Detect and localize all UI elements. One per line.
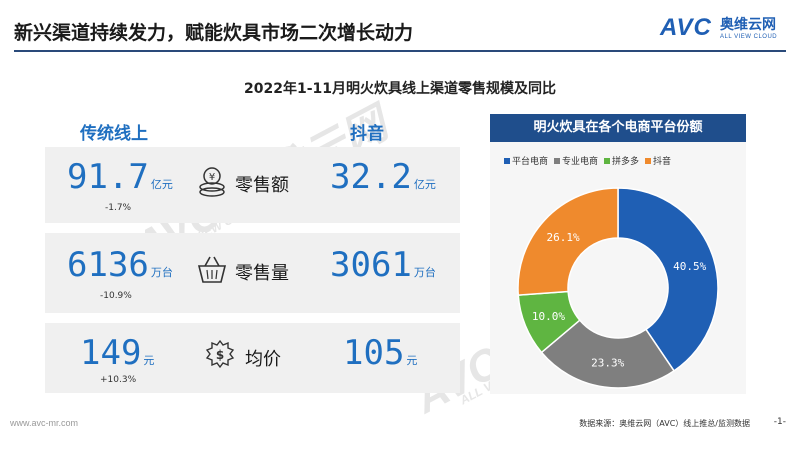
- pie-slice-1: [540, 319, 676, 389]
- basket-icon: [197, 256, 227, 283]
- legend-label: 平台电商: [512, 157, 549, 167]
- coins-icon: ¥: [199, 167, 225, 197]
- metric-label-retail-sales: 零售额: [235, 175, 289, 196]
- unit-label: 元: [406, 354, 418, 367]
- traditional-volume-value: 6136 万台: [67, 245, 173, 285]
- footer-data-source: 数据来源：奥维云网（AVC）线上推总/监测数据: [579, 419, 750, 428]
- page-title: 新兴渠道持续发力，赋能炊具市场二次增长动力: [14, 22, 414, 44]
- logo-chinese-name: 奥维云网: [720, 17, 776, 33]
- metric-label-retail-volume: 零售量: [235, 263, 289, 284]
- donut-chart: 40.5% 23.3% 10.0% 26.1%: [517, 187, 719, 389]
- legend-label: 专业电商: [562, 157, 599, 167]
- svg-text:¥: ¥: [209, 172, 215, 183]
- traditional-sales-value: 91.7 亿元: [67, 157, 173, 197]
- metric-panel-average-price: 149 元 +10.3% $ 均价 105 元: [45, 323, 460, 393]
- column-heading-douyin: 抖音: [350, 124, 384, 144]
- logo-english-name: ALL VIEW CLOUD: [720, 34, 778, 40]
- metric-panel-retail-volume: 6136 万台 -10.9% 零售量 3061 万台: [45, 233, 460, 313]
- traditional-price-yoy: +10.3%: [100, 375, 137, 385]
- metric-label-average-price: 均价: [245, 349, 281, 370]
- legend-label: 抖音: [653, 157, 672, 167]
- pie-chart-title: 明火炊具在各个电商平台份额: [490, 114, 746, 142]
- legend-swatch: [554, 157, 561, 164]
- pie-slice-label-3: 26.1%: [547, 231, 580, 244]
- pie-slice-0: [617, 187, 719, 372]
- price-tag-icon: $: [205, 339, 235, 369]
- unit-label: 亿元: [413, 178, 436, 191]
- svg-text:$: $: [216, 348, 224, 362]
- pie-slice-label-0: 40.5%: [673, 260, 706, 273]
- traditional-price-value: 149 元: [80, 333, 155, 373]
- logo-mark: AVC: [660, 14, 712, 41]
- pie-slice-label-2: 10.0%: [532, 310, 565, 323]
- page-number: -1-: [773, 417, 786, 427]
- unit-label: 元: [143, 354, 155, 367]
- column-heading-traditional-online: 传统线上: [80, 124, 148, 144]
- pie-chart-panel: 明火炊具在各个电商平台份额 平台电商 专业电商 拼多多 抖音 40.5% 23.3…: [490, 114, 746, 394]
- company-logo: AVC 奥维云网 ALL VIEW CLOUD: [660, 10, 780, 48]
- legend-swatch: [645, 157, 652, 164]
- douyin-price-value: 105 元: [343, 333, 418, 373]
- legend-item: 抖音: [645, 154, 671, 167]
- traditional-sales-yoy: -1.7%: [105, 203, 132, 213]
- metric-panel-retail-sales: 91.7 亿元 -1.7% ¥ 零售额 32.2 亿元: [45, 147, 460, 223]
- legend-swatch: [604, 157, 611, 164]
- pie-legend: 平台电商 专业电商 拼多多 抖音: [504, 154, 671, 167]
- unit-label: 万台: [150, 266, 173, 279]
- header-divider: [14, 50, 786, 52]
- footer-website: www.avc-mr.com: [10, 418, 79, 428]
- legend-item: 专业电商: [554, 154, 598, 167]
- unit-label: 万台: [413, 266, 436, 279]
- unit-label: 亿元: [150, 178, 173, 191]
- legend-label: 拼多多: [612, 157, 640, 167]
- traditional-volume-yoy: -10.9%: [100, 291, 132, 301]
- pie-slice-label-1: 23.3%: [591, 356, 624, 369]
- douyin-sales-value: 32.2 亿元: [330, 157, 436, 197]
- section-subtitle: 2022年1-11月明火炊具线上渠道零售规模及同比: [244, 81, 556, 97]
- douyin-volume-value: 3061 万台: [330, 245, 436, 285]
- legend-item: 拼多多: [604, 154, 639, 167]
- legend-item: 平台电商: [504, 154, 548, 167]
- pie-slice-3: [517, 187, 619, 296]
- legend-swatch: [504, 157, 510, 164]
